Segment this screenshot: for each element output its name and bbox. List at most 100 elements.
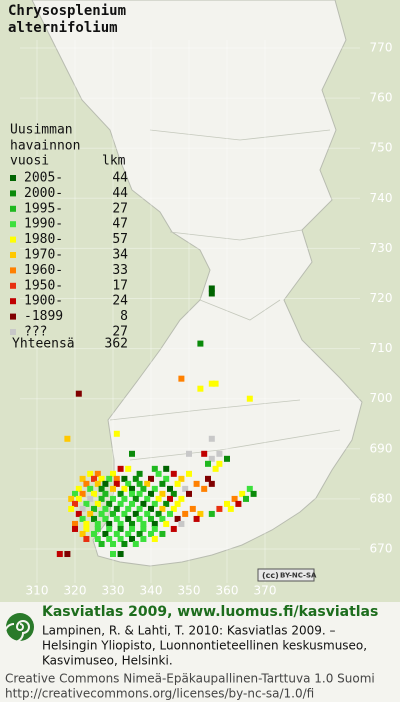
legend-swatch — [10, 282, 16, 289]
occurrence-square — [212, 380, 219, 387]
legend-count: 8 — [120, 309, 128, 324]
occurrence-square — [208, 435, 215, 442]
license: http://creativecommons.org/licenses/by-n… — [5, 687, 314, 701]
occurrence-square — [106, 500, 113, 507]
x-tick-label: 310 — [26, 584, 49, 598]
occurrence-square — [91, 515, 97, 522]
occurrence-square — [79, 515, 86, 522]
occurrence-square — [163, 475, 170, 482]
occurrence-square — [110, 551, 116, 558]
species-name: Chrysosplenium — [8, 3, 126, 19]
legend-swatch — [10, 221, 16, 228]
occurrence-square — [148, 490, 154, 497]
occurrence-square — [98, 475, 105, 482]
occurrence-square — [216, 450, 223, 457]
legend-label: -1899 — [24, 309, 63, 324]
occurrence-square — [64, 435, 71, 442]
occurrence-square — [83, 525, 90, 532]
occurrence-square — [159, 480, 166, 487]
occurrence-square — [113, 475, 120, 482]
legend-swatch — [10, 298, 16, 305]
y-tick-label: 700 — [370, 391, 393, 405]
occurrence-square — [170, 490, 177, 497]
occurrence-square — [178, 475, 185, 482]
legend-count: 24 — [112, 294, 128, 309]
occurrence-square — [208, 510, 215, 517]
license: Creative Commons Nimeä-Epäkaupallinen-Ta… — [5, 672, 375, 686]
occurrence-square — [83, 520, 90, 527]
occurrence-square — [151, 485, 158, 492]
occurrence-square — [125, 465, 132, 472]
citation: Helsingin Yliopisto, Luonnontieteellinen… — [42, 639, 367, 653]
occurrence-square — [110, 470, 116, 477]
occurrence-square — [159, 515, 166, 522]
legend-label: 2005- — [24, 171, 63, 186]
legend: 2005- 44 2000- 44 1995- 27 1990- 47 1980- 57 1970-… — [10, 171, 128, 352]
legend-swatch — [10, 175, 16, 181]
species-name: alternifolium — [8, 20, 118, 36]
citation: Kasvimuseo, Helsinki. — [42, 654, 173, 668]
occurrence-square — [151, 465, 158, 472]
occurrence-square — [79, 530, 86, 537]
occurrence-square — [83, 500, 90, 507]
occurrence-square — [208, 455, 215, 462]
occurrence-square — [144, 480, 151, 487]
occurrence-square — [117, 551, 124, 558]
occurrence-square — [186, 450, 192, 457]
legend-label: 1950- — [24, 278, 63, 293]
occurrence-square — [170, 470, 177, 477]
occurrence-square — [163, 500, 170, 507]
cc-badge — [257, 568, 315, 582]
occurrence-square — [151, 500, 158, 507]
occurrence-square — [246, 395, 253, 402]
occurrence-square — [110, 495, 116, 502]
occurrence-square — [140, 500, 147, 507]
occurrence-square — [117, 520, 124, 527]
occurrence-square — [193, 515, 200, 522]
occurrence-square — [87, 510, 94, 517]
occurrence-square — [79, 475, 86, 482]
x-tick-label: 320 — [64, 584, 87, 598]
legend-swatch — [10, 205, 16, 212]
occurrence-square — [102, 490, 109, 497]
occurrence-square — [129, 535, 135, 542]
occurrence-square — [159, 490, 166, 497]
occurrence-square — [186, 470, 192, 477]
occurrence-square — [113, 515, 120, 522]
logo — [4, 613, 34, 643]
occurrence-square — [250, 490, 257, 497]
occurrence-square — [197, 510, 204, 517]
y-tick-label: 760 — [370, 91, 393, 105]
occurrence-square — [72, 490, 78, 497]
occurrence-square — [125, 505, 132, 512]
grid: 310 320 330 340 350 360 370 670 680 690 700 710 720 7… — [20, 40, 392, 598]
occurrence-square — [140, 525, 147, 532]
occurrence-square — [68, 505, 75, 512]
occurrence-square — [167, 485, 173, 492]
y-tick-label: 680 — [370, 491, 393, 505]
occurrence-square — [94, 500, 101, 507]
occurrence-square — [132, 540, 139, 547]
legend-swatch — [10, 252, 16, 258]
occurrence-square — [83, 480, 90, 487]
occurrence-square — [197, 385, 204, 392]
occurrence-square — [136, 490, 143, 497]
legend-count: 47 — [112, 217, 128, 232]
legend-title: havainnon — [10, 139, 80, 154]
occurrence-square — [182, 510, 189, 517]
legend-count: 27 — [112, 201, 128, 216]
occurrence-square — [94, 535, 101, 542]
occurrence-square — [189, 505, 196, 512]
occurrence-square — [144, 510, 151, 517]
occurrence-square — [136, 505, 143, 512]
occurrence-square — [170, 525, 177, 532]
occurrence-square — [75, 510, 82, 517]
occurrence-square — [117, 500, 124, 507]
occurrence-square — [167, 510, 173, 517]
occurrence-square — [136, 480, 143, 487]
occurrence-square — [197, 340, 204, 347]
occurrence-square — [79, 505, 86, 512]
occurrence-square — [98, 540, 105, 547]
